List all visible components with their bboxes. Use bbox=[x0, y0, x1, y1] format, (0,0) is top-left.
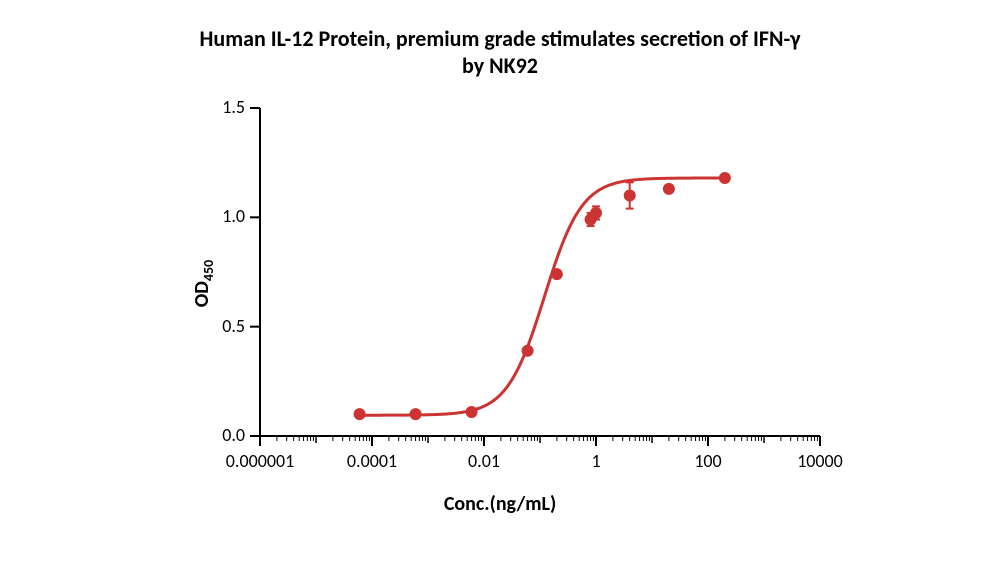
y-tick-label: 1.0 bbox=[205, 205, 245, 227]
x-tick-label: 0.0001 bbox=[347, 450, 397, 472]
y-tick-label: 0.0 bbox=[205, 424, 245, 446]
x-tick-label: 0.01 bbox=[468, 450, 500, 472]
x-tick-label: 10000 bbox=[797, 450, 843, 472]
y-tick-label: 0.5 bbox=[205, 315, 245, 337]
x-tick-label: 0.000001 bbox=[226, 450, 294, 472]
chart-container: Human IL-12 Protein, premium grade stimu… bbox=[0, 0, 1000, 573]
x-tick-label: 100 bbox=[694, 450, 721, 472]
y-tick-label: 1.5 bbox=[205, 96, 245, 118]
x-tick-label: 1 bbox=[591, 450, 600, 472]
chart-svg bbox=[0, 0, 1000, 573]
